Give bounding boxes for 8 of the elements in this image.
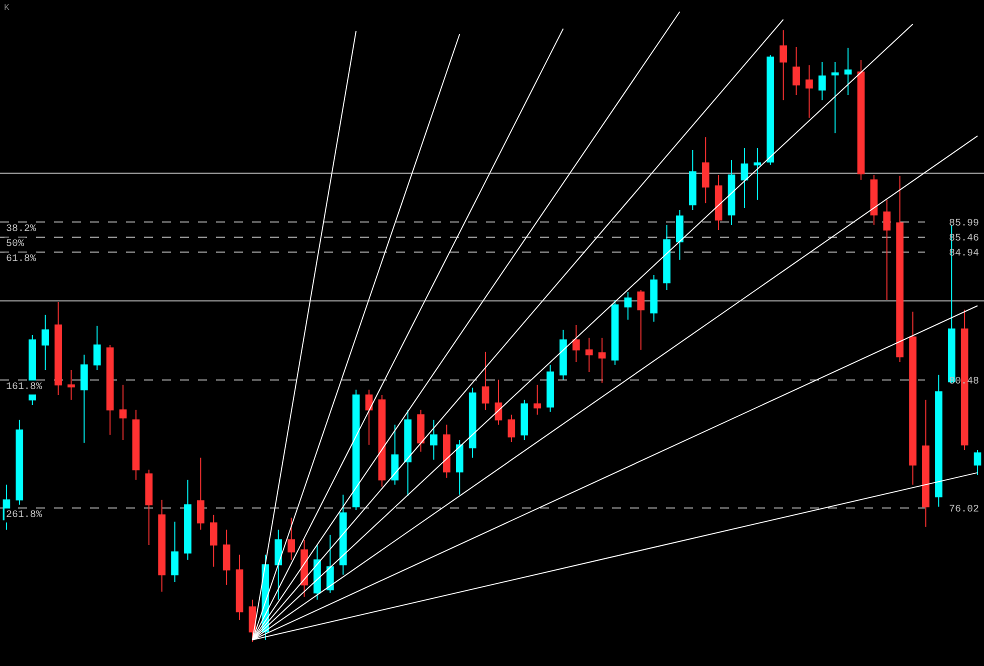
annotation: 50%	[6, 239, 24, 250]
annotation: K	[4, 3, 10, 13]
annotation: 261.8%	[6, 510, 42, 521]
y-tick-label: 85.99	[948, 218, 979, 230]
annotation: 38.2%	[6, 224, 36, 235]
annotation: 161.8%	[6, 382, 42, 393]
annotation: 61.8%	[6, 254, 36, 265]
y-tick-label: 76.02	[948, 504, 979, 516]
